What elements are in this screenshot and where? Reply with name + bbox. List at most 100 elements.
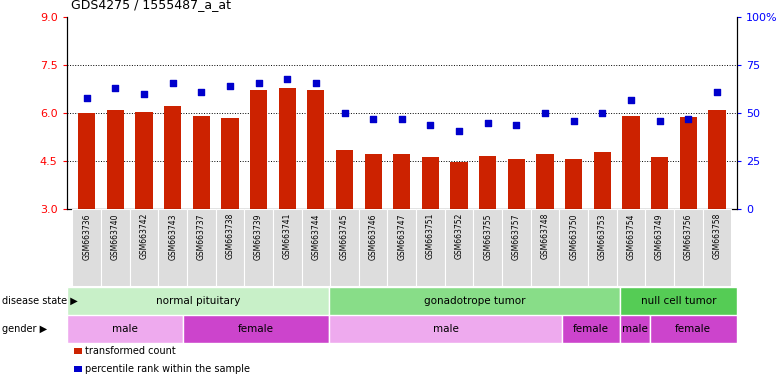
Text: GSM663744: GSM663744 xyxy=(311,213,321,260)
Point xyxy=(81,95,93,101)
Bar xyxy=(136,112,153,209)
Bar xyxy=(365,154,382,209)
Bar xyxy=(336,150,353,209)
Bar xyxy=(445,209,474,286)
Point xyxy=(310,79,322,86)
Point xyxy=(166,79,179,86)
Text: male: male xyxy=(622,324,648,334)
Bar xyxy=(451,162,468,209)
Text: percentile rank within the sample: percentile rank within the sample xyxy=(85,364,249,374)
Bar xyxy=(359,209,387,286)
Bar xyxy=(245,209,273,286)
Bar xyxy=(680,118,697,209)
Text: male: male xyxy=(433,324,459,334)
Text: GSM663756: GSM663756 xyxy=(684,213,693,260)
Text: GSM663754: GSM663754 xyxy=(626,213,636,260)
Text: GSM663749: GSM663749 xyxy=(655,213,664,260)
Bar xyxy=(329,287,620,315)
Text: GSM663745: GSM663745 xyxy=(340,213,349,260)
Bar xyxy=(107,110,124,209)
Bar xyxy=(158,209,187,286)
Bar xyxy=(302,209,330,286)
Point xyxy=(195,89,208,95)
Point xyxy=(481,120,494,126)
Bar xyxy=(67,287,329,315)
Text: null cell tumor: null cell tumor xyxy=(641,296,717,306)
Text: disease state ▶: disease state ▶ xyxy=(2,296,78,306)
Bar xyxy=(416,209,445,286)
Point xyxy=(338,110,350,116)
Bar xyxy=(422,157,439,209)
Text: GSM663736: GSM663736 xyxy=(82,213,91,260)
Bar xyxy=(531,209,559,286)
Bar xyxy=(307,90,325,209)
Bar xyxy=(622,116,640,209)
Bar xyxy=(620,315,649,343)
Text: female: female xyxy=(238,324,274,334)
Text: GSM663741: GSM663741 xyxy=(283,213,292,260)
Bar xyxy=(593,152,611,209)
Text: male: male xyxy=(112,324,138,334)
Text: GSM663737: GSM663737 xyxy=(197,213,205,260)
Bar xyxy=(250,90,267,209)
Bar xyxy=(273,209,302,286)
Text: gonadotrope tumor: gonadotrope tumor xyxy=(424,296,525,306)
Text: GSM663748: GSM663748 xyxy=(540,213,550,260)
Bar xyxy=(221,118,238,209)
Bar xyxy=(216,209,245,286)
Point xyxy=(367,116,379,122)
Bar xyxy=(330,209,359,286)
Bar xyxy=(278,88,296,209)
Text: GSM663742: GSM663742 xyxy=(140,213,148,260)
Text: female: female xyxy=(675,324,711,334)
Bar xyxy=(565,159,583,209)
Text: normal pituitary: normal pituitary xyxy=(155,296,240,306)
Bar xyxy=(387,209,416,286)
Point xyxy=(395,116,408,122)
Bar xyxy=(708,110,725,209)
Bar xyxy=(101,209,129,286)
Point xyxy=(653,118,666,124)
Bar xyxy=(562,315,620,343)
Text: GSM663738: GSM663738 xyxy=(226,213,234,260)
Bar xyxy=(617,209,645,286)
Point xyxy=(223,83,236,89)
Point xyxy=(710,89,723,95)
Text: gender ▶: gender ▶ xyxy=(2,324,48,334)
Bar xyxy=(129,209,158,286)
Text: GDS4275 / 1555487_a_at: GDS4275 / 1555487_a_at xyxy=(71,0,230,12)
Bar xyxy=(164,106,181,209)
Bar xyxy=(72,209,101,286)
Bar xyxy=(674,209,702,286)
Text: GSM663739: GSM663739 xyxy=(254,213,263,260)
Bar xyxy=(508,159,525,209)
Bar xyxy=(620,287,737,315)
Bar xyxy=(474,209,502,286)
Bar xyxy=(649,315,737,343)
Bar xyxy=(559,209,588,286)
Text: GSM663746: GSM663746 xyxy=(368,213,378,260)
Point xyxy=(596,110,608,116)
Bar xyxy=(187,209,216,286)
Point xyxy=(510,122,523,128)
Bar xyxy=(78,113,96,209)
Point xyxy=(539,110,551,116)
Point xyxy=(424,122,437,128)
Bar xyxy=(536,154,554,209)
Text: GSM663752: GSM663752 xyxy=(455,213,463,260)
Text: transformed count: transformed count xyxy=(85,346,176,356)
Text: GSM663757: GSM663757 xyxy=(512,213,521,260)
Bar xyxy=(183,315,329,343)
Text: GSM663743: GSM663743 xyxy=(168,213,177,260)
Point xyxy=(453,127,466,134)
Bar xyxy=(651,157,668,209)
Text: GSM663750: GSM663750 xyxy=(569,213,578,260)
Text: GSM663758: GSM663758 xyxy=(713,213,721,260)
Bar xyxy=(329,315,562,343)
Text: GSM663755: GSM663755 xyxy=(483,213,492,260)
Point xyxy=(568,118,580,124)
Point xyxy=(625,97,637,103)
Point xyxy=(281,76,293,82)
Bar xyxy=(394,154,410,209)
Text: GSM663747: GSM663747 xyxy=(397,213,406,260)
